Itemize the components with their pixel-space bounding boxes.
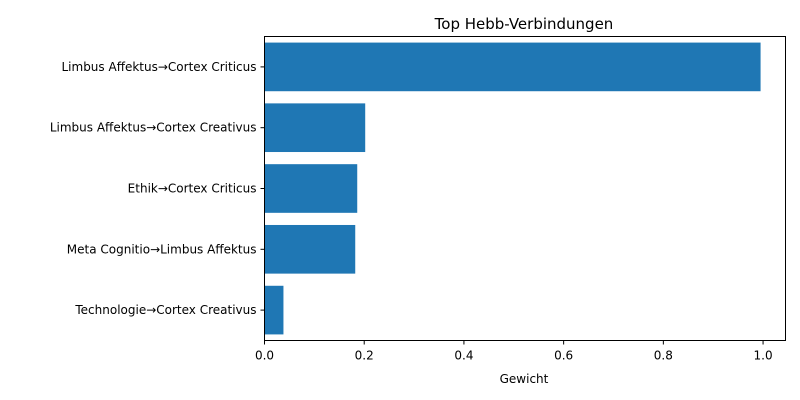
x-axis-ticks: 0.0 0.2 0.4 0.6 0.8 1.0 [255, 340, 773, 363]
y-tick-label-1: Limbus Affektus→Cortex Creativus [50, 121, 257, 135]
x-tick-label-3: 0.6 [554, 349, 573, 363]
bar-2 [264, 164, 358, 213]
x-axis-label: Gewicht [500, 372, 549, 386]
bar-4 [264, 285, 284, 335]
bar-3 [264, 224, 356, 274]
x-tick-label-2: 0.4 [454, 349, 473, 363]
y-tick-label-2: Ethik→Cortex Criticus [128, 182, 257, 196]
chart-title: Top Hebb-Verbindungen [434, 15, 614, 33]
x-tick-label-1: 0.2 [355, 349, 374, 363]
bar-0 [264, 42, 761, 92]
y-tick-label-0: Limbus Affektus→Cortex Criticus [61, 60, 256, 74]
x-tick-label-5: 1.0 [754, 349, 773, 363]
plot-frame [264, 36, 786, 341]
x-tick-label-4: 0.8 [654, 349, 673, 363]
y-tick-label-4: Technologie→Cortex Creativus [74, 303, 256, 317]
y-tick-label-3: Meta Cognitio→Limbus Affektus [67, 242, 257, 256]
x-tick-label-0: 0.0 [255, 349, 274, 363]
y-axis-ticks: Limbus Affektus→Cortex Criticus Limbus Af… [50, 60, 265, 317]
bar-1 [264, 103, 366, 153]
bars-group [264, 42, 761, 335]
